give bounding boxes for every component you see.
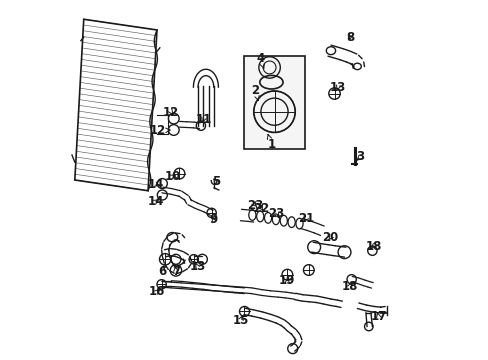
- Text: 23: 23: [268, 207, 284, 220]
- Text: 4: 4: [256, 52, 264, 68]
- Text: 20: 20: [322, 231, 338, 244]
- Text: 7: 7: [171, 265, 180, 278]
- Text: 5: 5: [211, 175, 220, 188]
- Bar: [244, 57, 305, 149]
- Text: 12: 12: [150, 124, 170, 137]
- Text: 8: 8: [345, 31, 353, 44]
- Text: 14: 14: [147, 195, 164, 208]
- Text: 15: 15: [232, 314, 248, 327]
- Text: 1: 1: [266, 135, 275, 151]
- Text: 13: 13: [189, 260, 205, 273]
- Text: 22: 22: [253, 202, 269, 215]
- Text: 11: 11: [195, 113, 211, 126]
- Text: 17: 17: [369, 310, 386, 323]
- Text: 3: 3: [356, 150, 364, 163]
- Text: 16: 16: [149, 285, 165, 298]
- Text: 19: 19: [279, 274, 295, 287]
- Text: 13: 13: [329, 81, 346, 94]
- Text: 6: 6: [158, 265, 166, 278]
- Text: 9: 9: [208, 213, 217, 226]
- Text: 2: 2: [251, 84, 259, 100]
- Text: 18: 18: [365, 240, 381, 253]
- Text: 18: 18: [341, 280, 357, 293]
- Text: 10: 10: [164, 170, 180, 183]
- Text: 12: 12: [163, 105, 179, 119]
- Text: 21: 21: [297, 212, 313, 225]
- Text: 14: 14: [147, 178, 164, 191]
- Text: 23: 23: [246, 198, 263, 212]
